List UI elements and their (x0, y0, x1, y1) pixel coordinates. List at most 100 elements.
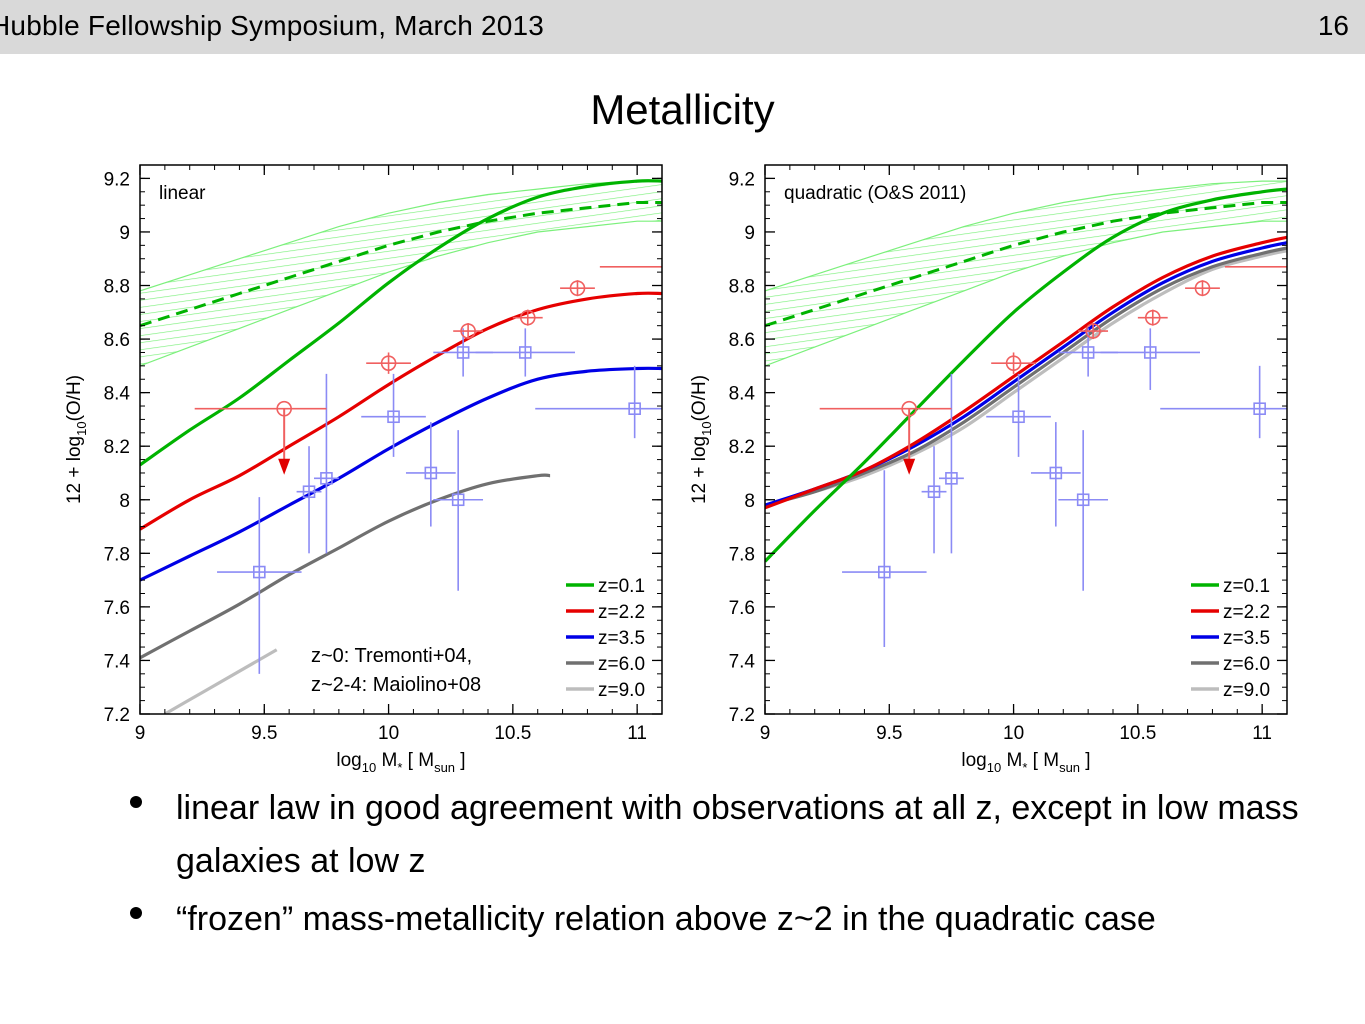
y-tick-label: 7.4 (729, 651, 756, 672)
x-tick-label: 10 (378, 723, 399, 744)
observation-point-highz (361, 373, 426, 457)
tremonti-band (140, 180, 662, 367)
circle-marker (519, 309, 536, 326)
y-tick-label: 9.2 (104, 169, 130, 190)
legend-label: z=3.5 (1223, 628, 1270, 649)
square-marker (424, 466, 438, 480)
x-tick-label: 9.5 (876, 723, 902, 744)
bullet-text: “frozen” mass-metallicity relation above… (176, 900, 1156, 939)
panel-label: quadratic (O&S 2011) (784, 183, 966, 204)
observation-point-highz (1160, 365, 1287, 439)
legend-entry: z=3.5 (566, 628, 645, 649)
square-marker (518, 346, 532, 359)
observation-point-lowz (1078, 323, 1109, 340)
series-line-z-9-0 (765, 249, 1287, 507)
tremonti-band (765, 180, 1287, 367)
y-tick-label: 8.4 (729, 384, 756, 405)
observation-point-lowz (1185, 280, 1220, 297)
square-marker (1253, 402, 1266, 416)
y-tick-label: 7.8 (729, 544, 755, 565)
slide-title: Metallicity (590, 86, 775, 133)
circle-marker (276, 400, 292, 417)
y-tick-label: 7.2 (729, 705, 755, 726)
charts-figure: 9 9.5 10 10.5 11 7.2 7.4 7.6 7.8 8 8.2 8.4 8.6 8.8 9 9.… (64, 164, 1288, 775)
header-title: Hubble Fellowship Symposium, March 2013 (0, 10, 545, 41)
square-marker (1081, 346, 1095, 359)
observation-point-highz (1030, 422, 1081, 527)
square-marker (1143, 346, 1157, 359)
reference-note-line-1: z~0: Tremonti+04, (311, 645, 473, 667)
upper-limit-arrow-icon (903, 458, 916, 475)
observation-point-lowz (819, 400, 952, 475)
square-marker (451, 493, 465, 507)
legend-entry: z=3.5 (1191, 628, 1270, 649)
y-tick-label: 8.2 (729, 437, 755, 458)
observation-point-lowz (194, 400, 327, 475)
legend-entry: z=6.0 (566, 654, 645, 675)
observation-point-highz (535, 365, 662, 439)
chart-panel-linear: 9 9.5 10 10.5 11 7.2 7.4 7.6 7.8 8 8.2 8.4 8.6 8.8 9 9.… (64, 164, 663, 775)
observation-point-lowz (991, 352, 1036, 374)
x-tick-label: 11 (627, 723, 647, 744)
y-tick-label: 8 (744, 491, 755, 512)
observation-point-highz (296, 446, 322, 554)
y-tick-label: 8.8 (104, 277, 130, 298)
legend-entry: z=6.0 (1191, 654, 1270, 675)
x-tick-label: 9 (135, 723, 146, 744)
circle-marker (460, 323, 476, 339)
y-tick-label: 8.4 (104, 384, 131, 405)
reference-note: z~0: Tremonti+04, z~2-4: Maiolino+08 (311, 642, 481, 700)
observation-point-lowz (366, 352, 411, 374)
bullet-text: linear law in good agreement with observ… (176, 789, 1299, 880)
observation-point-highz (433, 430, 484, 591)
square-marker (878, 565, 891, 579)
bullet-dot-icon (130, 796, 142, 808)
observation-point-highz (986, 373, 1051, 457)
slide-header-bar: Hubble Fellowship Symposium, March 2013 … (0, 0, 1365, 54)
legend-label: z=6.0 (598, 654, 645, 675)
legend-label: z=0.1 (1223, 576, 1270, 597)
panel-label: linear (159, 183, 206, 204)
y-tick-label: 8 (119, 491, 130, 512)
y-tick-label: 7.2 (104, 705, 130, 726)
plot-area (765, 180, 1287, 648)
observation-point-highz (475, 328, 575, 377)
square-marker (628, 402, 641, 416)
square-marker (927, 485, 941, 499)
observation-point-highz (314, 373, 339, 554)
chart-panel-quadratic: 9 9.5 10 10.5 11 7.2 7.4 7.6 7.8 8 8.2 8.4 8.6 8.8 9 9.… (689, 164, 1288, 775)
legend-entry: z=0.1 (1191, 576, 1270, 597)
circle-marker (380, 355, 397, 371)
x-tick-label: 10.5 (1119, 723, 1156, 744)
x-axis-label: log10 M* [ Msun ] (336, 750, 465, 775)
y-tick-label: 9 (119, 223, 130, 244)
square-marker (945, 472, 958, 485)
tremonti-median-line (140, 201, 662, 328)
square-marker (1012, 410, 1025, 424)
y-tick-label: 8.6 (729, 330, 755, 351)
bullet-dot-icon (130, 907, 142, 920)
series-line-z-0-1 (140, 179, 662, 467)
legend-label: z=2.2 (1223, 602, 1270, 623)
square-marker (253, 565, 266, 579)
circle-marker (901, 400, 917, 417)
y-tick-label: 7.6 (729, 598, 755, 619)
x-axis-label: log10 M* [ Msun ] (961, 750, 1090, 775)
square-marker (302, 485, 316, 499)
series-line-z-2-2 (140, 291, 662, 531)
series-line-z-6-0 (765, 246, 1287, 507)
x-tick-label: 9.5 (251, 723, 277, 744)
observation-point-lowz (512, 309, 543, 326)
observation-point-highz (1058, 430, 1109, 591)
y-tick-label: 8.8 (729, 277, 755, 298)
plot-frame (764, 164, 1288, 715)
page-number: 16 (1317, 10, 1349, 41)
observation-point-highz (939, 373, 964, 554)
observation-point-highz (1100, 328, 1200, 390)
legend-label: z=6.0 (1223, 654, 1270, 675)
legend-entry: z=9.0 (1191, 680, 1270, 701)
y-axis-label: 12 + log10(O/H) (64, 375, 89, 504)
y-tick-label: 8.6 (104, 330, 130, 351)
tremonti-median-line (765, 201, 1287, 328)
legend-label: z=9.0 (598, 680, 645, 701)
